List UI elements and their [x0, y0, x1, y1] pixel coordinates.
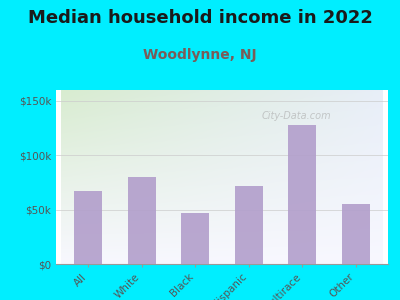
- Text: Median household income in 2022: Median household income in 2022: [28, 9, 372, 27]
- Bar: [128, 177, 156, 264]
- Bar: [74, 191, 102, 264]
- Bar: [342, 204, 370, 264]
- Bar: [288, 125, 316, 264]
- Bar: [235, 186, 263, 264]
- Bar: [181, 213, 209, 264]
- Text: Woodlynne, NJ: Woodlynne, NJ: [143, 48, 257, 62]
- Text: City-Data.com: City-Data.com: [262, 111, 332, 121]
